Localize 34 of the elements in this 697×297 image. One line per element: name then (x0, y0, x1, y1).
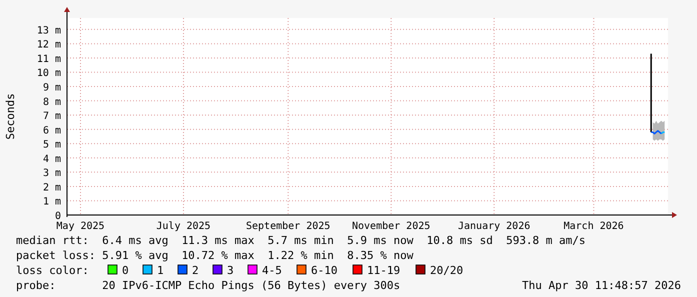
text: median rtt: 6.4 ms avg 11.3 ms max 5.7 ms min 5.9 ms now 10.8 ms sd 593.8 m am/s (16, 234, 586, 247)
x-tick-label: January 2026 (458, 221, 530, 232)
text: packet loss: 5.91 % avg 10.72 % max 1.22 % min 8.35 % now (16, 249, 414, 262)
x-tick-label: July 2025 (156, 221, 211, 232)
y-tick-label: 6 m (42, 125, 61, 136)
legend-label: 11-19 (367, 264, 400, 277)
legend-label: 2 (192, 264, 199, 277)
x-tick-label: May 2025 (56, 221, 105, 232)
legend-label: 4-5 (262, 264, 282, 277)
y-tick-label: 13 m (36, 25, 61, 36)
y-tick-label: 10 m (36, 68, 61, 80)
text: probe: 20 IPv6-ICMP Echo Pings (56 Bytes) every 300s (16, 279, 400, 292)
y-tick-label: 3 m (42, 168, 61, 180)
legend-title: loss color: (16, 264, 89, 277)
text: Thu Apr 30 11:48:57 2026 (522, 279, 681, 292)
legend-label: 20/20 (430, 264, 464, 277)
y-tick-label: 2 m (42, 182, 61, 194)
y-tick-label: 7 m (42, 111, 61, 122)
y-tick-label: 12 m (36, 40, 61, 51)
y-tick-label: 11 m (36, 54, 61, 65)
legend-label: 6-10 (311, 264, 338, 277)
y-tick-label: 0 (54, 211, 61, 222)
y-tick-label: 9 m (42, 82, 61, 94)
x-tick-label: November 2025 (352, 221, 430, 232)
legend-label: 0 (122, 264, 129, 277)
y-tick-label: 5 m (42, 140, 61, 151)
legend-label: 3 (227, 264, 234, 277)
y-tick-label: 8 m (42, 96, 61, 108)
x-tick-label: September 2025 (246, 221, 330, 232)
y-tick-label: 4 m (42, 154, 61, 165)
x-tick-label: March 2026 (564, 221, 624, 232)
y-tick-label: 1 m (42, 196, 61, 208)
y-axis-title: Seconds (4, 93, 17, 140)
legend-label: 1 (157, 264, 164, 277)
